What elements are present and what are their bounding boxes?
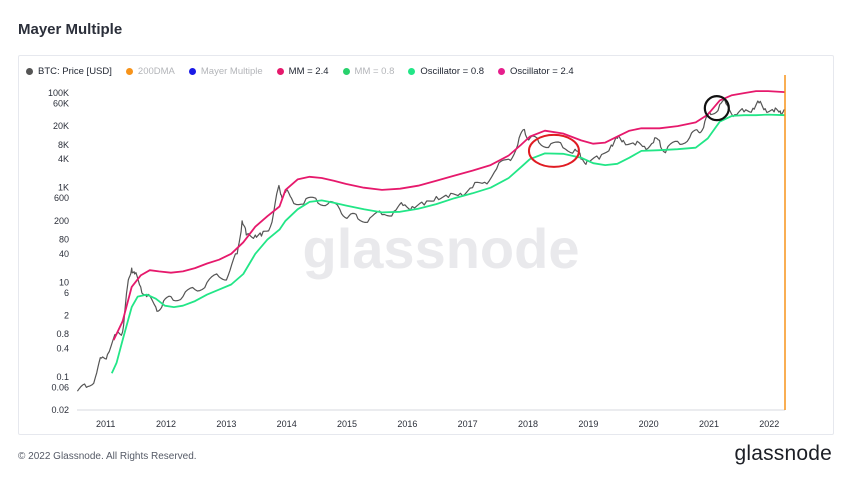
legend-item-200dma[interactable]: 200DMA — [125, 64, 175, 78]
x-tick-label: 2012 — [156, 419, 176, 429]
legend-dot — [408, 67, 416, 75]
y-tick-label: 20K — [53, 121, 69, 131]
legend-item-mayer-multiple[interactable]: Mayer Multiple — [188, 64, 263, 78]
x-tick-label: 2022 — [759, 419, 779, 429]
legend-dot — [26, 67, 33, 75]
legend-dot — [276, 67, 284, 75]
series-line-price — [76, 98, 785, 392]
y-tick-label: 200 — [54, 216, 69, 226]
legend-dot — [342, 67, 350, 75]
watermark-text: glassnode — [303, 217, 580, 280]
y-tick-label: 60K — [53, 99, 69, 109]
y-tick-label: 0.06 — [51, 382, 69, 392]
y-tick-label: 8K — [58, 140, 69, 150]
annotation-circle-red — [527, 133, 580, 168]
x-tick-label: 2017 — [458, 419, 478, 429]
series-line-lower — [110, 113, 786, 374]
legend-label: 200DMA — [137, 65, 175, 77]
x-tick-label: 2015 — [337, 419, 357, 429]
y-tick-label: 0.1 — [56, 372, 69, 382]
x-tick-label: 2019 — [578, 419, 598, 429]
legend-item-mm-2-4[interactable]: MM = 2.4 — [276, 64, 329, 78]
legend-dot — [188, 67, 196, 75]
y-tick-label: 4K — [58, 154, 69, 164]
legend-label: Mayer Multiple — [200, 65, 263, 77]
x-tick-label: 2013 — [216, 419, 236, 429]
y-tick-label: 6 — [64, 288, 69, 298]
legend-item-oscillator-2-4[interactable]: Oscillator = 2.4 — [498, 64, 574, 78]
legend-label: BTC: Price [USD] — [38, 65, 112, 77]
mayer-multiple-chart[interactable]: glassnode100K60K20K8K4K1K600200804010620… — [18, 55, 832, 433]
legend-label: MM = 0.8 — [354, 65, 395, 77]
y-tick-label: 0.4 — [56, 343, 69, 353]
glassnode-logo: glassnode — [734, 442, 832, 465]
legend-label: Oscillator = 0.8 — [420, 65, 485, 77]
y-tick-label: 0.02 — [51, 405, 69, 415]
chart-card — [18, 55, 834, 435]
y-tick-label: 80 — [59, 235, 69, 245]
x-tick-label: 2016 — [397, 419, 417, 429]
x-tick-label: 2011 — [96, 419, 115, 429]
x-tick-label: 2021 — [699, 419, 719, 429]
legend-label: Oscillator = 2.4 — [510, 65, 574, 77]
annotation-circle-black — [703, 95, 730, 122]
y-tick-label: 1K — [58, 183, 69, 193]
x-tick-label: 2020 — [639, 419, 659, 429]
legend-label: MM = 2.4 — [288, 65, 329, 77]
page-title: Mayer Multiple — [18, 21, 123, 38]
y-tick-label: 2 — [64, 310, 69, 320]
legend: BTC: Price [USD] 200DMA Mayer Multiple M… — [26, 64, 588, 78]
y-tick-label: 10 — [59, 277, 69, 287]
legend-dot — [125, 67, 133, 75]
legend-item-price[interactable]: BTC: Price [USD] — [26, 64, 112, 78]
y-tick-label: 100K — [48, 88, 69, 98]
y-tick-label: 600 — [54, 193, 69, 203]
copyright-text: © 2022 Glassnode. All Rights Reserved. — [18, 451, 197, 462]
y-tick-label: 0.8 — [56, 329, 69, 339]
x-tick-label: 2018 — [518, 419, 538, 429]
legend-item-oscillator-0-8[interactable]: Oscillator = 0.8 — [408, 64, 484, 78]
series-line-upper — [112, 90, 786, 341]
x-tick-label: 2014 — [277, 419, 297, 429]
y-tick-label: 40 — [59, 249, 69, 259]
legend-item-mm-0-8[interactable]: MM = 0.8 — [342, 64, 395, 78]
legend-dot — [498, 67, 506, 75]
